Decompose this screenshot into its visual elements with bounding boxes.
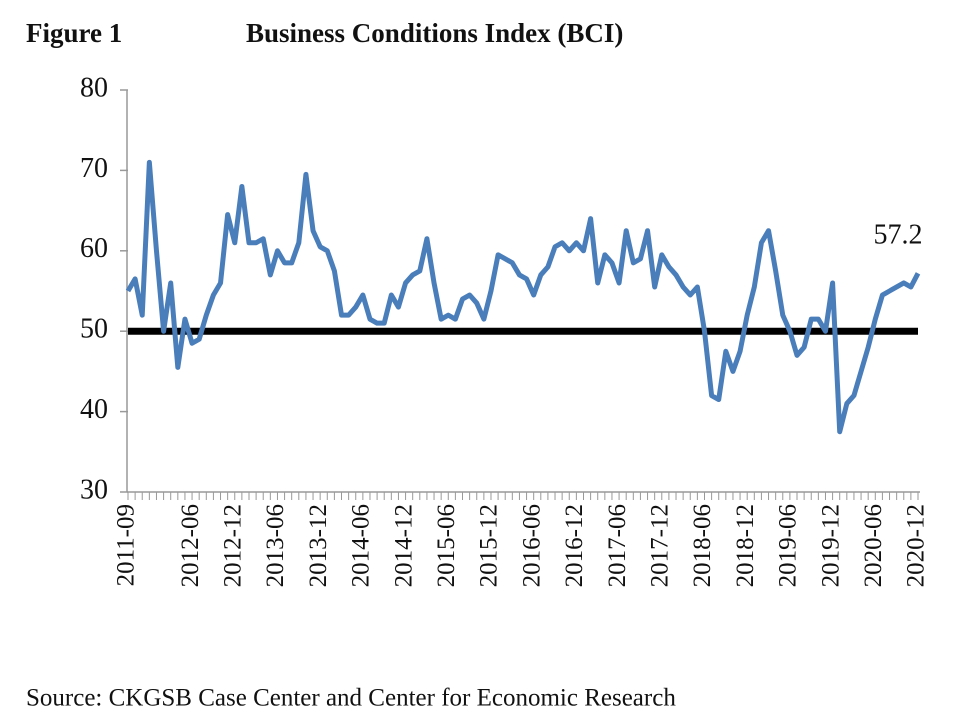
x-tick-label: 2015-06 [433, 504, 460, 587]
annotation: 57.2 [874, 220, 923, 251]
x-tick-label: 2018-12 [732, 504, 759, 587]
chart-title: Business Conditions Index (BCI) [246, 18, 623, 48]
x-tick-label: 2014-06 [348, 504, 375, 587]
y-tick-label: 50 [80, 314, 108, 345]
x-tick-label: 2012-06 [177, 504, 204, 587]
x-tick-label: 2016-12 [561, 504, 588, 587]
y-tick-label: 30 [80, 474, 108, 505]
x-tick-label: 2011-09 [113, 504, 140, 586]
y-tick-label: 40 [80, 394, 108, 425]
x-tick-label: 2016-06 [518, 504, 545, 587]
x-tick-label: 2020-06 [860, 504, 887, 587]
y-tick-label: 70 [80, 153, 108, 184]
x-tick-label: 2017-12 [647, 504, 674, 587]
x-tick-label: 2018-06 [689, 504, 716, 587]
x-tick-label: 2015-12 [476, 504, 503, 587]
y-tick-label: 80 [80, 72, 108, 103]
y-tick-label: 60 [80, 233, 108, 264]
x-tick-label: 2017-06 [604, 504, 631, 587]
x-tick-label: 2014-12 [390, 504, 417, 587]
x-tick-label: 2020-12 [903, 504, 930, 587]
x-tick-label: 2019-12 [817, 504, 844, 587]
series-line [125, 159, 921, 435]
figure-label: Figure 1 [26, 18, 122, 48]
x-tick-label: 2019-06 [775, 504, 802, 587]
x-tick-label: 2013-12 [305, 504, 332, 587]
x-tick-label: 2013-06 [262, 504, 289, 587]
source: Source: CKGSB Case Center and Center for… [26, 685, 676, 712]
x-tick-label: 2012-12 [219, 504, 246, 587]
